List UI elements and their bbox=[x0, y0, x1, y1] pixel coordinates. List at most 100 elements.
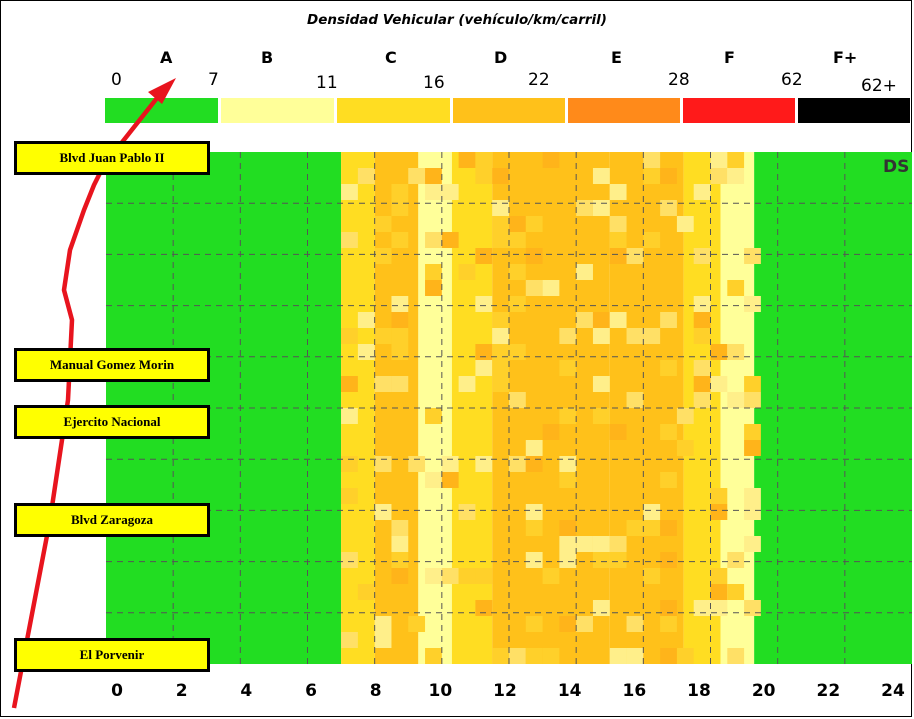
heatmap-cell bbox=[425, 264, 442, 280]
heatmap-cell bbox=[643, 504, 661, 520]
heatmap-cell bbox=[609, 536, 627, 552]
heatmap-cell bbox=[744, 600, 761, 616]
heatmap-cell bbox=[425, 648, 442, 664]
heatmap-cell bbox=[458, 504, 476, 520]
heatmap-cell bbox=[441, 472, 459, 488]
legend-boundary-62plus: 62+ bbox=[861, 76, 897, 96]
heatmap-cell bbox=[626, 328, 644, 344]
heatmap-cell bbox=[542, 152, 560, 168]
heatmap-grid bbox=[106, 152, 912, 664]
road-label-juan-pablo: Blvd Juan Pablo II bbox=[14, 141, 210, 175]
legend-level-d: D bbox=[494, 48, 508, 67]
heatmap-cell bbox=[660, 424, 677, 440]
heatmap-cell bbox=[391, 520, 409, 536]
heatmap-cell bbox=[693, 360, 711, 376]
heatmap-cell bbox=[525, 440, 543, 456]
heatmap-cell bbox=[492, 344, 509, 360]
heatmap-cell bbox=[509, 344, 526, 360]
heatmap-cell bbox=[744, 248, 761, 264]
legend-swatch-b bbox=[221, 98, 334, 123]
heatmap-cell bbox=[660, 360, 677, 376]
heatmap-cell bbox=[592, 376, 610, 392]
heatmap-cell bbox=[626, 648, 644, 664]
heatmap-cell bbox=[660, 520, 677, 536]
heatmap-cell bbox=[357, 312, 375, 328]
heatmap-cell bbox=[525, 504, 543, 520]
heatmap-cell bbox=[592, 536, 610, 552]
heatmap-cell bbox=[643, 520, 661, 536]
heatmap-cell bbox=[660, 200, 677, 216]
x-tick-label: 14 bbox=[557, 681, 582, 701]
heatmap-cell bbox=[341, 456, 358, 472]
heatmap-cell bbox=[374, 328, 392, 344]
heatmap-cell bbox=[626, 248, 644, 264]
heatmap-cell bbox=[660, 312, 677, 328]
legend-boundary-16: 16 bbox=[423, 73, 445, 93]
heatmap-cell bbox=[391, 328, 409, 344]
heatmap-cell bbox=[676, 648, 694, 664]
heatmap-cell bbox=[509, 392, 526, 408]
heatmap-cell bbox=[341, 232, 358, 248]
heatmap-cell bbox=[660, 168, 677, 184]
heatmap-cell bbox=[542, 568, 560, 584]
legend-swatch-fplus bbox=[798, 98, 910, 123]
legend-level-f: F bbox=[724, 48, 735, 67]
heatmap-cell bbox=[525, 216, 543, 232]
heatmap-cell bbox=[744, 504, 761, 520]
heatmap-cell bbox=[391, 200, 409, 216]
heatmap-cell bbox=[525, 520, 543, 536]
heatmap-cell bbox=[676, 440, 694, 456]
heatmap-cell bbox=[693, 600, 711, 616]
heatmap-cell bbox=[710, 168, 728, 184]
x-tick-label: 8 bbox=[369, 681, 382, 701]
x-tick-label: 22 bbox=[816, 681, 841, 701]
x-tick-label: 6 bbox=[305, 681, 317, 701]
heatmap-cell bbox=[592, 408, 610, 424]
heatmap-cell bbox=[408, 168, 426, 184]
heatmap-cell bbox=[710, 152, 728, 168]
heatmap-cell bbox=[341, 488, 358, 504]
heatmap-cell bbox=[492, 360, 509, 376]
heatmap-cell bbox=[660, 472, 677, 488]
heatmap-cell bbox=[609, 248, 627, 264]
heatmap-cell bbox=[626, 616, 644, 632]
heatmap-cell bbox=[475, 296, 493, 312]
route-arrow-head bbox=[148, 78, 176, 104]
heatmap-cell bbox=[374, 456, 392, 472]
heatmap-cell bbox=[609, 648, 627, 664]
heatmap-cell bbox=[475, 568, 493, 584]
heatmap-cell bbox=[693, 184, 711, 200]
heatmap-cell bbox=[643, 328, 661, 344]
heatmap-cell bbox=[525, 616, 543, 632]
legend-level-c: C bbox=[385, 48, 397, 67]
heatmap-cell bbox=[374, 632, 392, 648]
heatmap-cell bbox=[441, 456, 459, 472]
heatmap-cell bbox=[727, 648, 745, 664]
heatmap-cell bbox=[458, 568, 476, 584]
heatmap-cell bbox=[391, 344, 409, 360]
heatmap-cell bbox=[727, 168, 745, 184]
heatmap-cell bbox=[391, 312, 409, 328]
heatmap-cell bbox=[374, 376, 392, 392]
heatmap-cell bbox=[710, 344, 728, 360]
legend-boundary-28: 28 bbox=[668, 70, 690, 90]
legend-boundary-0: 0 bbox=[111, 70, 122, 90]
heatmap-cell bbox=[576, 264, 593, 280]
heatmap-cell bbox=[492, 648, 509, 664]
heatmap-cell bbox=[643, 568, 661, 584]
heatmap-cell bbox=[509, 216, 526, 232]
heatmap-cell bbox=[559, 360, 577, 376]
chart-title: Densidad Vehicular (vehículo/km/carril) bbox=[307, 12, 607, 28]
heatmap-cell bbox=[609, 216, 627, 232]
heatmap-cell bbox=[660, 552, 677, 568]
heatmap-cell bbox=[744, 440, 761, 456]
heatmap-cell bbox=[744, 392, 761, 408]
heatmap-cell bbox=[525, 280, 543, 296]
heatmap-cell bbox=[475, 168, 493, 184]
heatmap-cell bbox=[693, 296, 711, 312]
heatmap-cell bbox=[525, 248, 543, 264]
heatmap-cell bbox=[710, 584, 728, 600]
heatmap-cell bbox=[592, 168, 610, 184]
heatmap-cell bbox=[592, 552, 610, 568]
heatmap-cell bbox=[341, 376, 358, 392]
